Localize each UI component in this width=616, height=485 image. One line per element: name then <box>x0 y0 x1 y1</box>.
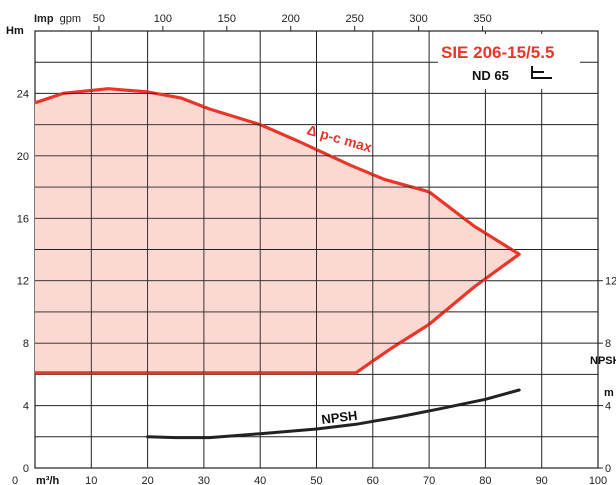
x-tick-label: 50 <box>310 475 322 485</box>
x-tick-label: 30 <box>198 475 210 485</box>
y-tick-label: 24 <box>17 88 29 100</box>
x-axis-label: m³/h <box>36 475 60 485</box>
y-tick-label: 12 <box>17 276 29 288</box>
x2-tick-label: 150 <box>218 13 236 25</box>
x2-axis-label-bold: Imp <box>34 13 54 25</box>
x-tick-label: 100 <box>589 475 607 485</box>
x-tick-label: 80 <box>479 475 491 485</box>
x2-tick-label: 100 <box>154 13 172 25</box>
x-tick-label: 60 <box>367 475 379 485</box>
y-tick-label: 8 <box>23 338 29 350</box>
x-tick-label: 90 <box>536 475 548 485</box>
x2-tick-label: 200 <box>282 13 300 25</box>
x2-tick-label: 250 <box>345 13 363 25</box>
x2-tick-label: 300 <box>409 13 427 25</box>
y2-axis-unit: m <box>604 387 614 399</box>
x-tick-label: 20 <box>141 475 153 485</box>
x-axis-origin-label: 0 <box>12 475 18 485</box>
x-tick-label: 70 <box>423 475 435 485</box>
npsh-series-label: NPSH <box>321 408 359 427</box>
x2-tick-label: 50 <box>93 13 105 25</box>
y2-tick-label: 8 <box>605 338 611 350</box>
chart-title: SIE 206-15/5.5 <box>441 43 554 62</box>
y-tick-label: 0 <box>23 463 29 475</box>
npsh-line <box>146 388 521 440</box>
y2-tick-label: 12 <box>605 276 616 288</box>
y2-tick-label: 4 <box>605 401 611 413</box>
y-tick-label: 20 <box>17 151 29 163</box>
x2-axis-label-unit: gpm <box>60 13 81 25</box>
x-tick-label: 10 <box>85 475 97 485</box>
envelope-outline <box>34 87 521 375</box>
y-tick-label: 16 <box>17 213 29 225</box>
envelope-fill <box>35 88 520 373</box>
title-box <box>438 34 580 89</box>
chart-subtitle: ND 65 <box>472 68 509 83</box>
flange-icon <box>531 66 552 79</box>
x-tick-label: 40 <box>254 475 266 485</box>
y-axis-label: Hm <box>6 25 24 37</box>
x2-axis-label: Imp gpm <box>34 13 81 25</box>
x2-tick-label: 350 <box>473 13 491 25</box>
y-tick-label: 4 <box>23 401 29 413</box>
y2-tick-label: 0 <box>605 463 611 475</box>
y2-axis-label: NPSH <box>590 355 616 367</box>
